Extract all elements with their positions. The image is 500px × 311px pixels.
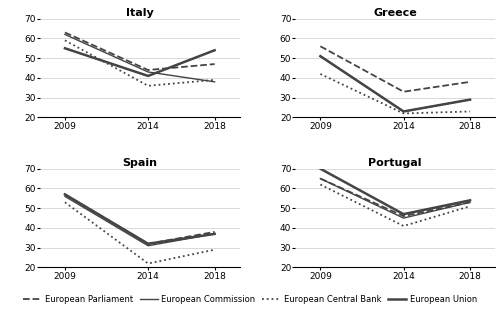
Title: Portugal: Portugal [368, 158, 422, 168]
Legend: European Parliament, European Commission, European Central Bank, European Union: European Parliament, European Commission… [20, 291, 480, 307]
Title: Italy: Italy [126, 8, 154, 18]
Title: Greece: Greece [374, 8, 417, 18]
Title: Spain: Spain [122, 158, 158, 168]
